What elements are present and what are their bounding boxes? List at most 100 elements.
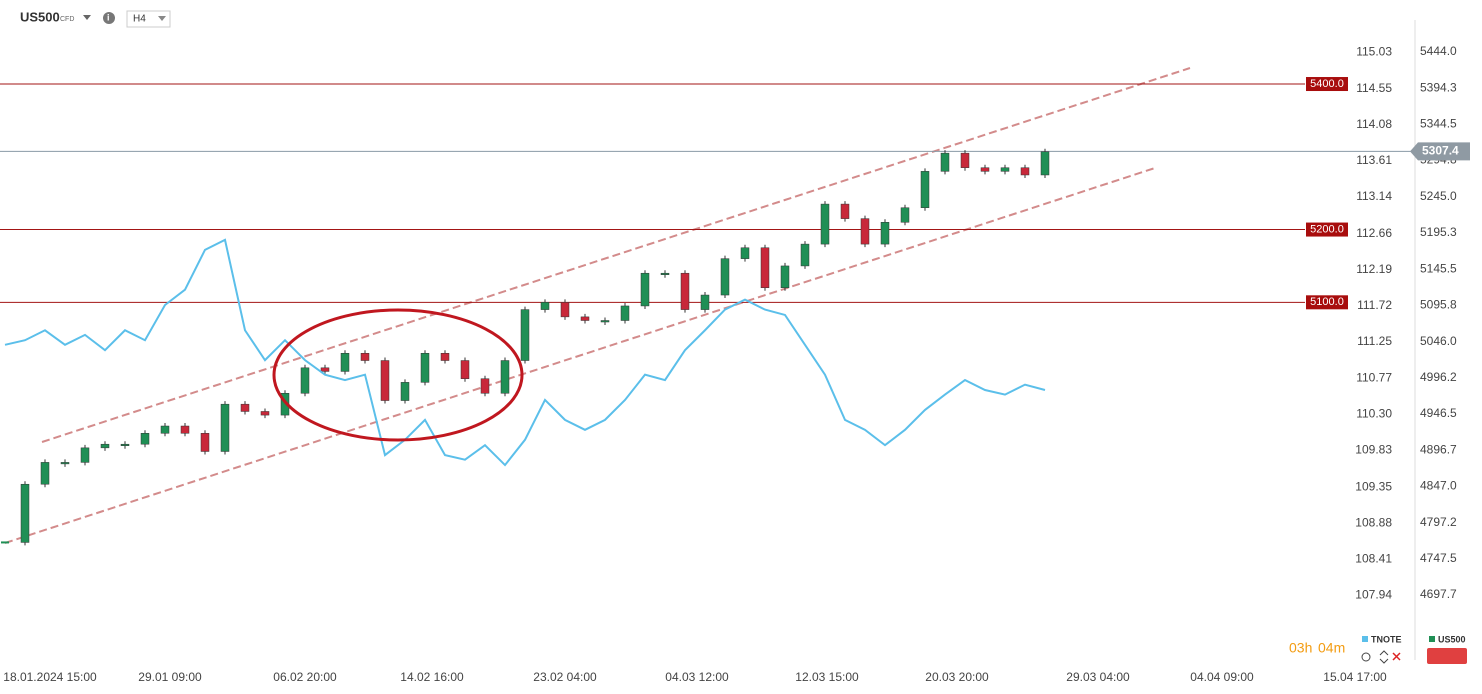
candle bbox=[600, 320, 610, 323]
candle bbox=[180, 425, 190, 434]
candle bbox=[740, 247, 750, 259]
y-tick-label: 5444.0 bbox=[1420, 44, 1457, 58]
candle bbox=[340, 352, 350, 372]
x-tick-label: 23.02 04:00 bbox=[533, 670, 597, 684]
level-label: 5100.0 bbox=[1310, 296, 1344, 308]
countdown-hours: 03h bbox=[1289, 640, 1312, 656]
symbol-dropdown[interactable] bbox=[83, 15, 91, 20]
candle bbox=[980, 167, 990, 172]
eye-icon[interactable] bbox=[1361, 652, 1371, 662]
x-tick-label: 15.04 17:00 bbox=[1323, 670, 1387, 684]
x-tick-label: 12.03 15:00 bbox=[795, 670, 859, 684]
y-tick-label: 4847.0 bbox=[1420, 479, 1457, 493]
candle bbox=[40, 462, 50, 485]
candle bbox=[1000, 167, 1010, 172]
candle bbox=[260, 411, 270, 416]
last-price-badge bbox=[1410, 142, 1470, 161]
candle bbox=[720, 258, 730, 296]
symbol[interactable]: US500 bbox=[20, 9, 60, 24]
timeframe-dropdown[interactable] bbox=[158, 16, 166, 21]
candle bbox=[440, 352, 450, 361]
legend-swatch bbox=[1429, 636, 1435, 642]
highlight-ellipse[interactable] bbox=[272, 308, 524, 442]
x-tick-label: 04.04 09:00 bbox=[1190, 670, 1254, 684]
y-tick-label: 4996.2 bbox=[1420, 370, 1457, 384]
info-glyph: i bbox=[107, 12, 110, 22]
level-badge bbox=[1306, 222, 1348, 237]
y2-tick-label: 113.61 bbox=[1356, 153, 1392, 167]
line-series bbox=[4, 238, 1046, 467]
y-tick-label: 4747.5 bbox=[1420, 551, 1457, 565]
candle bbox=[400, 382, 410, 401]
candle bbox=[420, 352, 430, 383]
y-tick-label: 5195.3 bbox=[1420, 225, 1457, 239]
instrument-type: CFD bbox=[60, 16, 74, 23]
x-tick-label: 14.02 16:00 bbox=[400, 670, 464, 684]
legend-label: TNOTE bbox=[1371, 634, 1402, 644]
candle bbox=[120, 443, 130, 446]
candle bbox=[780, 265, 790, 289]
y2-tick-label: 108.88 bbox=[1355, 515, 1392, 529]
candle bbox=[700, 294, 710, 310]
candle bbox=[620, 305, 630, 321]
level-badge bbox=[1306, 295, 1348, 310]
candle bbox=[460, 360, 470, 379]
candle bbox=[940, 152, 950, 172]
y2-tick-label: 114.08 bbox=[1356, 117, 1392, 131]
settings-button[interactable] bbox=[1427, 648, 1467, 664]
candle bbox=[140, 433, 150, 445]
x-tick-label: 06.02 20:00 bbox=[273, 670, 337, 684]
candle bbox=[480, 378, 490, 394]
info-icon[interactable] bbox=[103, 12, 115, 24]
channel-upper[interactable] bbox=[41, 67, 1191, 443]
x-tick-label: 20.03 20:00 bbox=[925, 670, 989, 684]
y2-tick-label: 112.66 bbox=[1356, 226, 1392, 240]
candle bbox=[640, 272, 650, 307]
candle bbox=[320, 367, 330, 372]
y2-tick-label: 109.83 bbox=[1355, 443, 1392, 457]
countdown-minutes: 04m bbox=[1318, 640, 1345, 656]
timeframe: H4 bbox=[133, 14, 146, 25]
last-price-label: 5307.4 bbox=[1422, 144, 1459, 158]
candle bbox=[540, 302, 550, 310]
move-icon[interactable] bbox=[1379, 650, 1389, 664]
level-label: 5200.0 bbox=[1310, 223, 1344, 235]
x-tick-label: 29.01 09:00 bbox=[138, 670, 202, 684]
candle bbox=[680, 272, 690, 310]
y-tick-label: 5394.3 bbox=[1420, 80, 1457, 94]
candle bbox=[580, 316, 590, 321]
y-tick-label: 4697.7 bbox=[1420, 587, 1457, 601]
candle bbox=[360, 352, 370, 361]
candle bbox=[1040, 151, 1050, 176]
y-tick-label: 5046.0 bbox=[1420, 334, 1457, 348]
candle bbox=[560, 302, 570, 318]
legend-label: US500 bbox=[1438, 634, 1466, 644]
channel-lower[interactable] bbox=[4, 167, 1156, 544]
candle bbox=[60, 462, 70, 465]
candle bbox=[380, 360, 390, 401]
timeframe-box[interactable] bbox=[126, 10, 171, 28]
remove-icon[interactable] bbox=[1392, 652, 1401, 661]
x-tick-label: 29.03 04:00 bbox=[1066, 670, 1130, 684]
y2-tick-label: 113.14 bbox=[1356, 189, 1392, 203]
y2-tick-label: 110.30 bbox=[1356, 407, 1392, 421]
candle bbox=[160, 425, 170, 434]
candle bbox=[660, 272, 670, 275]
y2-tick-label: 111.25 bbox=[1357, 334, 1392, 348]
candle bbox=[800, 243, 810, 267]
candle bbox=[300, 367, 310, 394]
candle bbox=[520, 309, 530, 361]
y2-tick-label: 112.19 bbox=[1356, 262, 1392, 276]
level-label: 5400.0 bbox=[1310, 78, 1344, 90]
y-tick-label: 5095.8 bbox=[1420, 298, 1457, 312]
y-tick-label: 5145.5 bbox=[1420, 261, 1457, 275]
level-badge bbox=[1306, 77, 1348, 92]
candle bbox=[500, 360, 510, 394]
candle bbox=[1, 541, 9, 544]
y2-tick-label: 110.77 bbox=[1356, 371, 1392, 385]
y-tick-label: 4896.7 bbox=[1420, 442, 1457, 456]
y2-tick-label: 108.41 bbox=[1355, 551, 1392, 565]
candle bbox=[840, 203, 850, 219]
candle bbox=[240, 403, 250, 412]
